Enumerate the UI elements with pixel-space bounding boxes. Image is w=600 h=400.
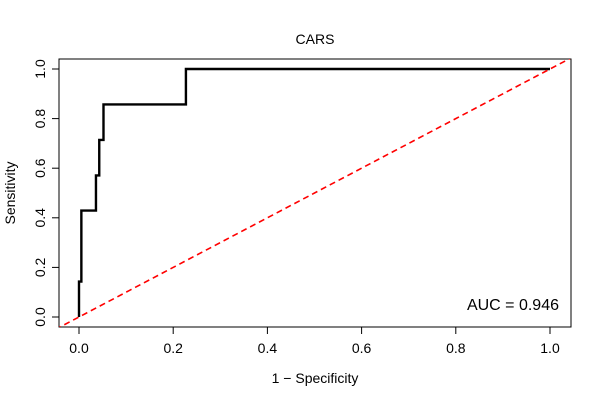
y-tick-label: 0.0 <box>32 307 48 327</box>
y-tick-label: 0.4 <box>32 208 48 228</box>
x-tick-label: 1.0 <box>540 340 560 356</box>
x-tick-label: 0.8 <box>446 340 466 356</box>
x-tick-label: 0.4 <box>258 340 278 356</box>
x-tick-label: 0.2 <box>163 340 183 356</box>
y-axis: 0.0 0.2 0.4 0.6 0.8 1.0 <box>32 59 60 327</box>
x-tick-label: 0.6 <box>352 340 372 356</box>
y-tick-label: 1.0 <box>32 59 48 79</box>
reference-diagonal-line <box>59 59 571 327</box>
x-axis-label: 1 − Specificity <box>272 370 359 386</box>
roc-curve-line <box>77 67 550 317</box>
auc-annotation: AUC = 0.946 <box>467 297 559 314</box>
series-layer <box>59 59 571 327</box>
y-tick-label: 0.6 <box>32 158 48 178</box>
x-axis: 0.0 0.2 0.4 0.6 0.8 1.0 <box>69 326 560 356</box>
y-tick-label: 0.8 <box>32 109 48 129</box>
x-tick-label: 0.0 <box>69 340 89 356</box>
y-axis-label: Sensitivity <box>2 161 18 224</box>
chart-title: CARS <box>296 31 335 47</box>
y-tick-label: 0.2 <box>32 257 48 277</box>
